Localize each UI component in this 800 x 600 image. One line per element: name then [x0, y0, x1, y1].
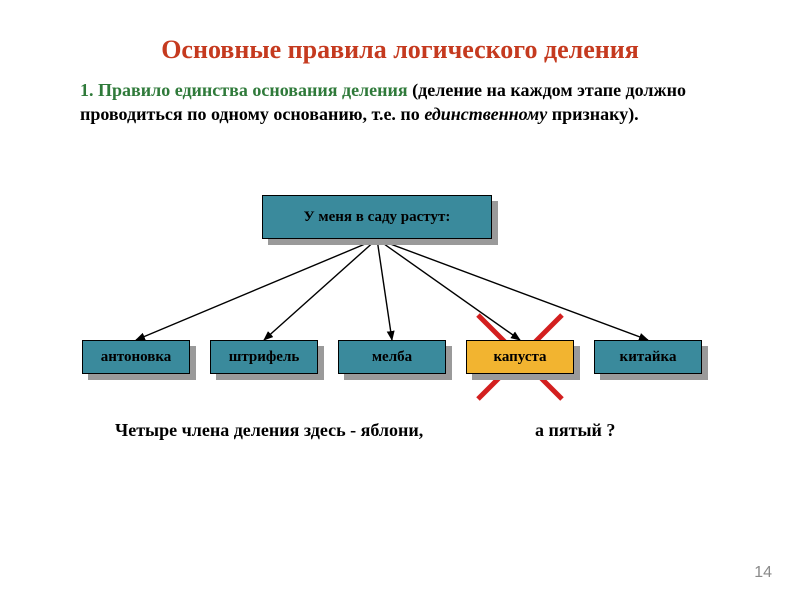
leaf-node: капуста [466, 340, 574, 374]
leaf-node: штрифель [210, 340, 318, 374]
rule-description: 1. Правило единства основания деления (д… [80, 78, 720, 127]
rule-text-italic: единственному [424, 104, 547, 124]
connector-arrow [264, 239, 377, 340]
connector-arrow [377, 239, 392, 340]
leaf-node-label: капуста [493, 349, 546, 366]
connector-arrow [377, 239, 648, 340]
footer-caption-left: Четыре члена деления здесь - яблони, [115, 420, 423, 441]
leaf-node-label: антоновка [101, 349, 172, 366]
leaf-node: антоновка [82, 340, 190, 374]
rule-label: 1. Правило единства основания деления [80, 80, 408, 100]
leaf-node: китайка [594, 340, 702, 374]
leaf-node-label: мелба [372, 349, 412, 366]
footer-caption-right: а пятый ? [535, 420, 615, 441]
rule-text-2: признаку). [547, 104, 638, 124]
slide-number: 14 [754, 564, 772, 582]
root-node: У меня в саду растут: [262, 195, 492, 239]
leaf-node-label: китайка [620, 349, 677, 366]
page-title: Основные правила логического деления [0, 35, 800, 65]
connector-arrow [136, 239, 377, 340]
connector-arrow [377, 239, 520, 340]
leaf-node-label: штрифель [229, 349, 300, 366]
root-node-label: У меня в саду растут: [304, 209, 451, 226]
leaf-node: мелба [338, 340, 446, 374]
